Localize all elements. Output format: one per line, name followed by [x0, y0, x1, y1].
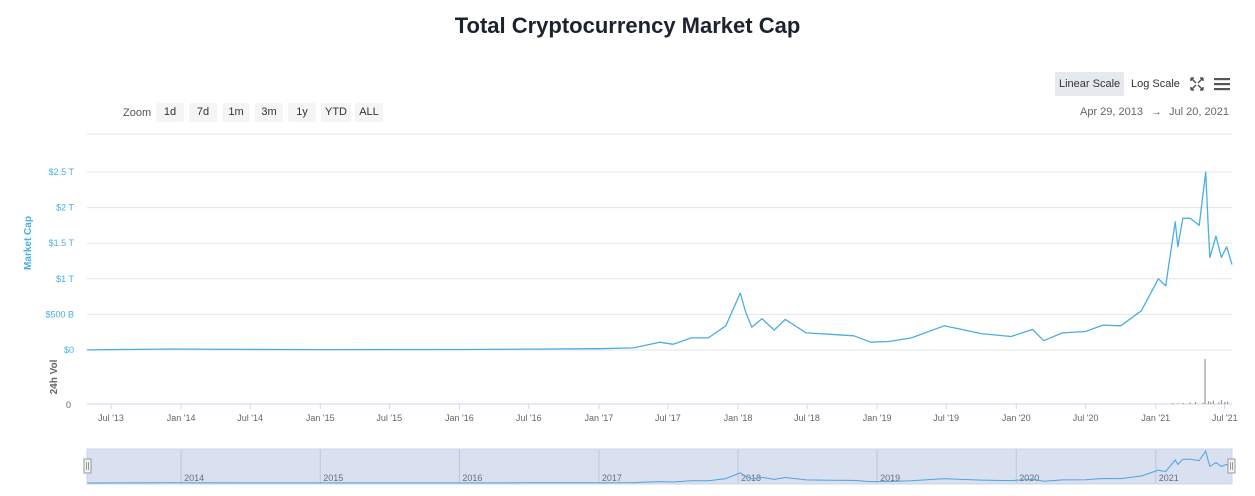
navigator-selection[interactable]: [86, 448, 1233, 485]
x-tick-label: Jan '17: [585, 413, 614, 423]
x-tick-label: Jan '19: [863, 413, 892, 423]
volume-bars: [1172, 359, 1229, 404]
range-to-date[interactable]: Jul 20, 2021: [1169, 106, 1229, 118]
volume-bar: [1202, 402, 1204, 404]
log-scale-button[interactable]: Log Scale: [1131, 78, 1180, 90]
volume-bar: [1207, 401, 1210, 404]
zoom-1y-button[interactable]: 1y: [288, 103, 316, 122]
x-tick-label: Jan '16: [445, 413, 474, 423]
x-tick-label: Jan '21: [1141, 413, 1170, 423]
x-tick-label: Jul '18: [794, 413, 820, 423]
volume-bar: [1189, 402, 1191, 404]
y-tick-label: $1 T: [56, 274, 74, 284]
volume-bar: [1177, 403, 1179, 404]
x-axis-ticks: Jul '13 Jan '14 Jul '14 Jan '15 Jul '15 Jan '…: [98, 404, 1238, 423]
volume-bar: [1212, 400, 1215, 404]
x-tick-label: Jul '15: [376, 413, 402, 423]
volume-bar: [1182, 403, 1184, 404]
navigator-year-label: 2017: [602, 473, 622, 483]
navigator-right-handle[interactable]: [1227, 458, 1236, 474]
zoom-1d-button[interactable]: 1d: [156, 103, 184, 122]
navigator-background: [86, 448, 1233, 485]
y-tick-label: $0: [64, 345, 74, 355]
chart-title: Total Cryptocurrency Market Cap: [454, 13, 801, 38]
x-tick-label: Jul '16: [516, 413, 542, 423]
navigator-line: [86, 449, 1233, 484]
volume-bar: [1218, 402, 1220, 404]
volume-bar: [1224, 402, 1226, 404]
linear-scale-button[interactable]: Linear Scale: [1055, 72, 1125, 96]
volume-bar: [1194, 402, 1197, 404]
x-tick-label: Jul '13: [98, 413, 124, 423]
zoom-3m-button[interactable]: 3m: [255, 103, 283, 122]
range-arrow: →: [1151, 106, 1162, 118]
y-tick-label: $2.5 T: [49, 167, 75, 177]
navigator-year-label: 2018: [741, 473, 761, 483]
navigator-left-handle[interactable]: [83, 458, 92, 474]
navigator-year-label: 2020: [1019, 473, 1039, 483]
y-axis-label: Market Cap: [23, 216, 34, 270]
zoom-label: Zoom: [123, 107, 152, 119]
x-tick-label: Jan '15: [306, 413, 335, 423]
x-tick-label: Jan '14: [167, 413, 196, 423]
x-tick-label: Jul '21: [1212, 413, 1238, 423]
zoom-7d-button[interactable]: 7d: [189, 103, 217, 122]
navigator-year-label: 2015: [323, 473, 343, 483]
volume-bar: [1172, 403, 1174, 404]
fullscreen-icon[interactable]: [1189, 76, 1205, 92]
x-tick-label: Jul '17: [655, 413, 681, 423]
y-axis-ticks: $0 $500 B $1 T $1.5 T $2 T $2.5 T: [45, 167, 74, 355]
x-tick-label: Jul '14: [237, 413, 263, 423]
navigator-grid: 2014 2015 2016 2017 2018 2019 2020 2021: [180, 449, 1179, 484]
zoom-ytd-button[interactable]: YTD: [321, 103, 351, 122]
navigator-year-label: 2019: [880, 473, 900, 483]
volume-zero-tick: 0: [66, 400, 71, 410]
range-from-date[interactable]: Apr 29, 2013: [1080, 106, 1143, 118]
grid-lines: [87, 133, 1232, 351]
volume-bar: [1204, 359, 1206, 404]
hamburger-menu-icon[interactable]: [1213, 76, 1230, 92]
zoom-all-button[interactable]: ALL: [355, 103, 383, 122]
volume-bar: [1210, 402, 1212, 404]
y-tick-label: $500 B: [45, 309, 74, 319]
y-tick-label: $1.5 T: [49, 238, 75, 248]
x-tick-label: Jul '20: [1073, 413, 1099, 423]
y-tick-label: $2 T: [56, 203, 74, 213]
volume-bar: [1226, 401, 1229, 404]
navigator-year-label: 2021: [1159, 473, 1179, 483]
volume-axis-label: 24h Vol: [49, 359, 60, 394]
navigator-year-label: 2014: [184, 473, 204, 483]
x-tick-label: Jul '19: [933, 413, 959, 423]
x-tick-label: Jan '18: [724, 413, 753, 423]
x-tick-label: Jan '20: [1002, 413, 1031, 423]
market-cap-line: [86, 171, 1233, 351]
volume-bar: [1220, 400, 1223, 404]
navigator-year-label: 2016: [462, 473, 482, 483]
zoom-1m-button[interactable]: 1m: [222, 103, 250, 122]
